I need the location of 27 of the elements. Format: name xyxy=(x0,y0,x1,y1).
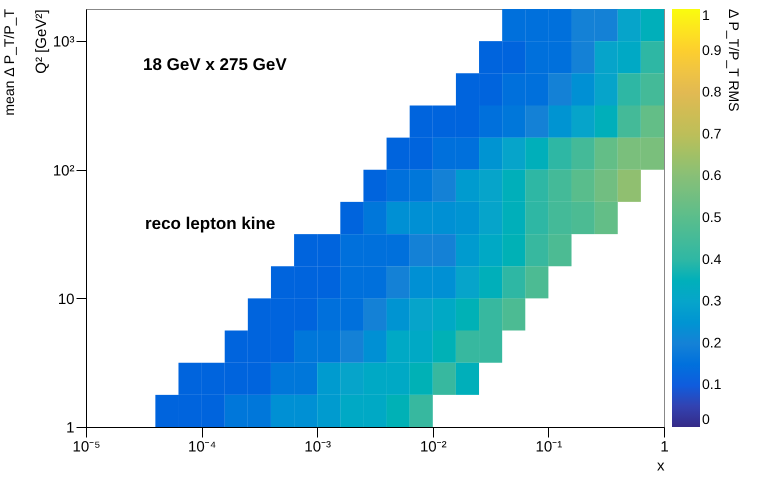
y-axis-title: Q² [GeV²] xyxy=(32,10,50,74)
color-bar-title: Δ P_T/P_T RMS xyxy=(726,9,742,112)
color-bar-label: 0.3 xyxy=(702,292,722,309)
color-bar-label: 0.6 xyxy=(702,167,722,184)
y-tick-label: 10 xyxy=(58,290,74,308)
x-axis-title: x xyxy=(657,458,665,474)
x-tick-label: 10⁻² xyxy=(420,438,447,456)
text: mean Δ P_T/P_T xyxy=(1,8,17,116)
y-tick-label: 1 xyxy=(66,420,74,436)
color-bar-label: 0 xyxy=(702,411,710,427)
color-bar-label: 0.1 xyxy=(702,376,722,392)
x-tick-label: 10⁻¹ xyxy=(536,438,562,456)
color-bar-label: 1 xyxy=(702,7,710,23)
color-bar-label: 0.5 xyxy=(702,209,722,225)
annotation: reco lepton kine xyxy=(145,214,276,233)
y-tick-label: 10³ xyxy=(52,34,74,51)
color-bar-label: 0.9 xyxy=(702,42,722,58)
x-tick-label: 10⁻⁵ xyxy=(72,438,100,456)
x-tick-label: 1 xyxy=(660,438,669,456)
y-tick-label: 10² xyxy=(52,162,74,180)
color-bar-label: 0.8 xyxy=(702,84,722,100)
color-bar-label: 0.2 xyxy=(702,334,722,350)
x-tick-label: 10⁻⁴ xyxy=(188,438,216,456)
color-bar-label: 0.7 xyxy=(702,125,722,142)
color-bar-label: 0.4 xyxy=(702,250,722,267)
x-tick-label: 10⁻³ xyxy=(304,438,332,456)
annotation: 18 GeV x 275 GeV xyxy=(143,55,288,74)
